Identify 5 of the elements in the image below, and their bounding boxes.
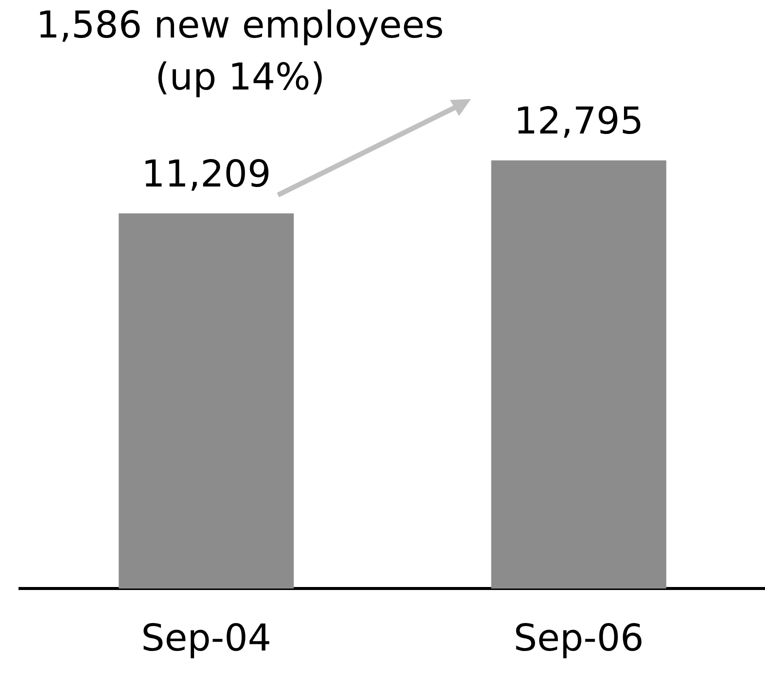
data-label: 12,795: [514, 99, 644, 142]
x-tick-label: Sep-04: [141, 616, 272, 660]
x-tick-label: Sep-06: [514, 616, 644, 660]
data-label: 11,209: [142, 152, 271, 196]
text: 1,586 new employees (up 14%): [36, 4, 444, 99]
